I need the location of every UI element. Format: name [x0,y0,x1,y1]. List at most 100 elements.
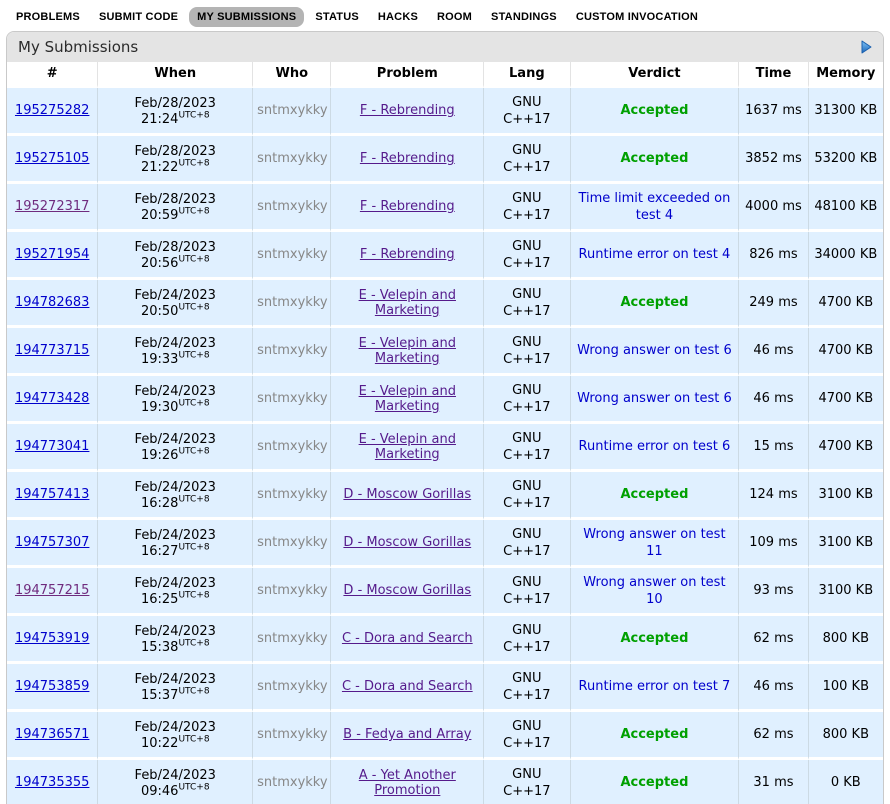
submission-time: 15:38UTC+8 [140,638,210,655]
submission-date: Feb/24/2023 [134,671,216,687]
submission-date: Feb/24/2023 [134,431,216,447]
submission-time: 19:30UTC+8 [140,398,210,415]
language-label: GNU C++17 [503,94,551,127]
cell-lang: GNU C++17 [484,568,571,616]
submission-id-link[interactable]: 195275105 [14,151,90,166]
submission-id-link[interactable]: 194782683 [14,295,90,310]
submission-id-link[interactable]: 194757413 [14,487,90,502]
cell-time: 124 ms [739,472,809,520]
timezone-label: UTC+8 [178,638,210,649]
column-header-memory: Memory [808,62,883,88]
submission-id-link[interactable]: 194753859 [14,679,90,694]
language-label: GNU C++17 [503,334,551,367]
cell-when: Feb/24/2023 19:33UTC+8 [98,328,254,376]
submission-id-link[interactable]: 195275282 [14,103,90,118]
problem-link[interactable]: E - Velepin and Marketing [358,287,456,318]
table-row: 195272317 Feb/28/2023 20:59UTC+8 sntmxyk… [7,184,883,232]
cell-who: sntmxykky [253,424,332,472]
submission-id-link[interactable]: 194757215 [14,583,90,598]
language-label: GNU C++17 [503,526,551,559]
cell-lang: GNU C++17 [484,88,571,136]
column-header-lang: Lang [484,62,571,88]
play-arrow-icon[interactable] [859,39,873,55]
cell-problem: D - Moscow Gorillas [331,568,485,616]
cell-submission-id: 194757307 [7,520,99,568]
problem-link[interactable]: C - Dora and Search [341,631,473,646]
submission-id-link[interactable]: 194773428 [14,391,90,406]
submitter-name: sntmxykky [257,439,328,454]
submission-time: 16:28UTC+8 [140,494,210,511]
nav-item-custom-invocation[interactable]: CUSTOM INVOCATION [575,11,698,23]
verdict-text: Wrong answer on test 6 [577,343,732,358]
submission-id-link[interactable]: 194773715 [14,343,90,358]
problem-link[interactable]: E - Velepin and Marketing [358,383,456,414]
table-row: 195271954 Feb/28/2023 20:56UTC+8 sntmxyk… [7,232,883,280]
problem-link[interactable]: E - Velepin and Marketing [358,431,456,462]
cell-time: 46 ms [739,328,809,376]
column-header-id: # [7,62,99,88]
problem-link[interactable]: B - Fedya and Array [343,727,472,742]
language-label: GNU C++17 [503,286,551,319]
table-row: 195275282 Feb/28/2023 21:24UTC+8 sntmxyk… [7,88,883,136]
problem-link[interactable]: D - Moscow Gorillas [343,487,472,502]
submission-time: 19:33UTC+8 [140,350,210,367]
cell-memory: 31300 KB [808,88,883,136]
cell-time: 62 ms [739,616,809,664]
cell-submission-id: 194735355 [7,760,99,804]
problem-link[interactable]: C - Dora and Search [341,679,473,694]
submission-id-link[interactable]: 195272317 [14,199,90,214]
nav-item-submit-code[interactable]: SUBMIT CODE [98,11,179,23]
table-row: 194753919 Feb/24/2023 15:38UTC+8 sntmxyk… [7,616,883,664]
submitter-name: sntmxykky [257,247,328,262]
memory-consumed: 53200 KB [814,151,878,166]
time-consumed: 249 ms [749,295,798,310]
problem-link[interactable]: D - Moscow Gorillas [343,583,472,598]
problem-link[interactable]: F - Rebrending [359,151,455,166]
cell-verdict: Accepted [570,88,740,136]
cell-verdict: Accepted [570,616,740,664]
nav-item-room[interactable]: ROOM [437,11,473,23]
submission-time: 20:50UTC+8 [140,302,210,319]
cell-submission-id: 194782683 [7,280,99,328]
submission-date: Feb/28/2023 [134,239,216,255]
cell-lang: GNU C++17 [484,136,571,184]
nav-item-my-submissions[interactable]: MY SUBMISSIONS [189,7,305,27]
time-consumed: 4000 ms [745,199,802,214]
nav-item-standings[interactable]: STANDINGS [491,11,557,23]
problem-link[interactable]: F - Rebrending [359,199,455,214]
column-header-verdict: Verdict [570,62,740,88]
submission-id-link[interactable]: 194773041 [14,439,90,454]
table-row: 194735355 Feb/24/2023 09:46UTC+8 sntmxyk… [7,760,883,804]
submission-date: Feb/24/2023 [134,335,216,351]
cell-who: sntmxykky [253,232,332,280]
problem-link[interactable]: A - Yet Another Promotion [358,767,456,798]
memory-consumed: 4700 KB [818,439,874,454]
cell-problem: F - Rebrending [331,184,485,232]
nav-item-status[interactable]: STATUS [315,11,359,23]
nav-item-problems[interactable]: PROBLEMS [16,11,80,23]
submission-id-link[interactable]: 194735355 [14,775,90,790]
problem-link[interactable]: F - Rebrending [359,103,455,118]
submission-time: 16:27UTC+8 [140,542,210,559]
cell-lang: GNU C++17 [484,616,571,664]
submission-id-link[interactable]: 195271954 [14,247,90,262]
problem-link[interactable]: E - Velepin and Marketing [358,335,456,366]
submission-time: 15:37UTC+8 [140,686,210,703]
cell-memory: 100 KB [808,664,883,712]
problem-link[interactable]: F - Rebrending [359,247,455,262]
nav-item-hacks[interactable]: HACKS [377,11,419,23]
cell-time: 249 ms [739,280,809,328]
submission-id-link[interactable]: 194753919 [14,631,90,646]
timezone-label: UTC+8 [178,494,210,505]
verdict-text: Runtime error on test 4 [578,247,731,262]
memory-consumed: 3100 KB [818,583,874,598]
submission-id-link[interactable]: 194757307 [14,535,90,550]
language-label: GNU C++17 [503,622,551,655]
cell-memory: 0 KB [808,760,883,804]
submitter-name: sntmxykky [257,151,328,166]
problem-link[interactable]: D - Moscow Gorillas [343,535,472,550]
language-label: GNU C++17 [503,478,551,511]
submission-id-link[interactable]: 194736571 [14,727,90,742]
submitter-name: sntmxykky [257,631,328,646]
cell-when: Feb/24/2023 16:27UTC+8 [98,520,254,568]
